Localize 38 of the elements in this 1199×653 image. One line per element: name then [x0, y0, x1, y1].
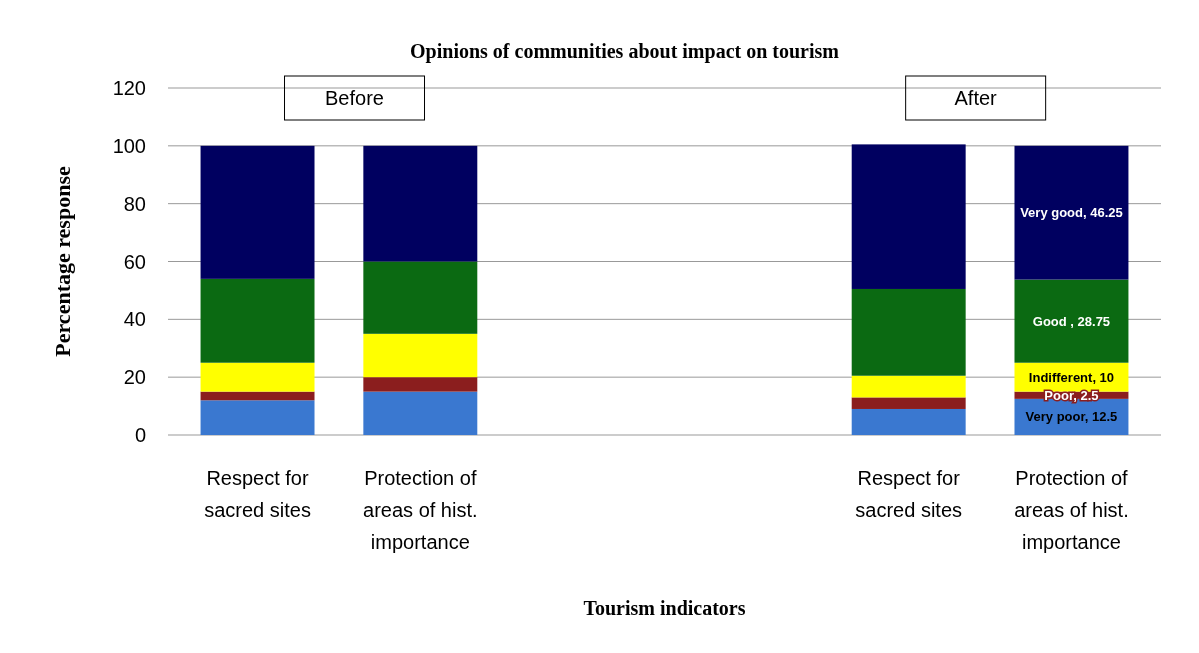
bar	[200, 278, 315, 363]
x-tick-label: Respect for sacred sites	[204, 467, 311, 521]
data-label: Very poor, 12.5	[1025, 409, 1118, 425]
y-tick-label: 60	[123, 250, 146, 273]
x-tick-label: Protection of areas of hist. importance	[363, 467, 478, 553]
y-axis-title: Percentage response	[50, 166, 75, 357]
data-label: Poor, 2.5	[1044, 387, 1099, 403]
bar	[363, 391, 478, 435]
x-tick-label: Respect for sacred sites	[855, 467, 963, 521]
y-tick-label: 100	[112, 134, 146, 157]
y-tick-label: 0	[134, 424, 146, 446]
bar	[851, 288, 966, 376]
x-tick-label: Protection of areas of hist. importance	[1014, 467, 1129, 553]
bar	[851, 144, 966, 289]
data-label: Very good, 46.25	[1020, 205, 1123, 221]
bar	[851, 375, 966, 398]
bar	[200, 362, 315, 392]
bar	[851, 408, 966, 435]
x-axis-title: Tourism indicators	[583, 597, 746, 619]
bar	[200, 391, 315, 401]
bar	[851, 397, 966, 409]
bar	[1014, 145, 1129, 280]
bar	[200, 400, 315, 435]
data-label: Good , 28.75	[1032, 313, 1111, 329]
annotation: Before	[325, 87, 384, 109]
bar	[200, 145, 315, 279]
bar	[1014, 279, 1129, 363]
bar	[363, 377, 478, 392]
y-tick-label: 120	[112, 77, 146, 99]
data-label: Indifferent, 10	[1028, 369, 1115, 385]
y-tick-label: 40	[123, 308, 146, 331]
bar	[363, 145, 478, 262]
chart-title: Opinions of communities about impact on tourism	[410, 40, 840, 63]
annotation: After	[954, 87, 998, 109]
bar	[363, 261, 478, 334]
bar	[363, 333, 478, 378]
y-tick-label: 80	[123, 192, 146, 215]
y-tick-label: 20	[123, 366, 146, 389]
